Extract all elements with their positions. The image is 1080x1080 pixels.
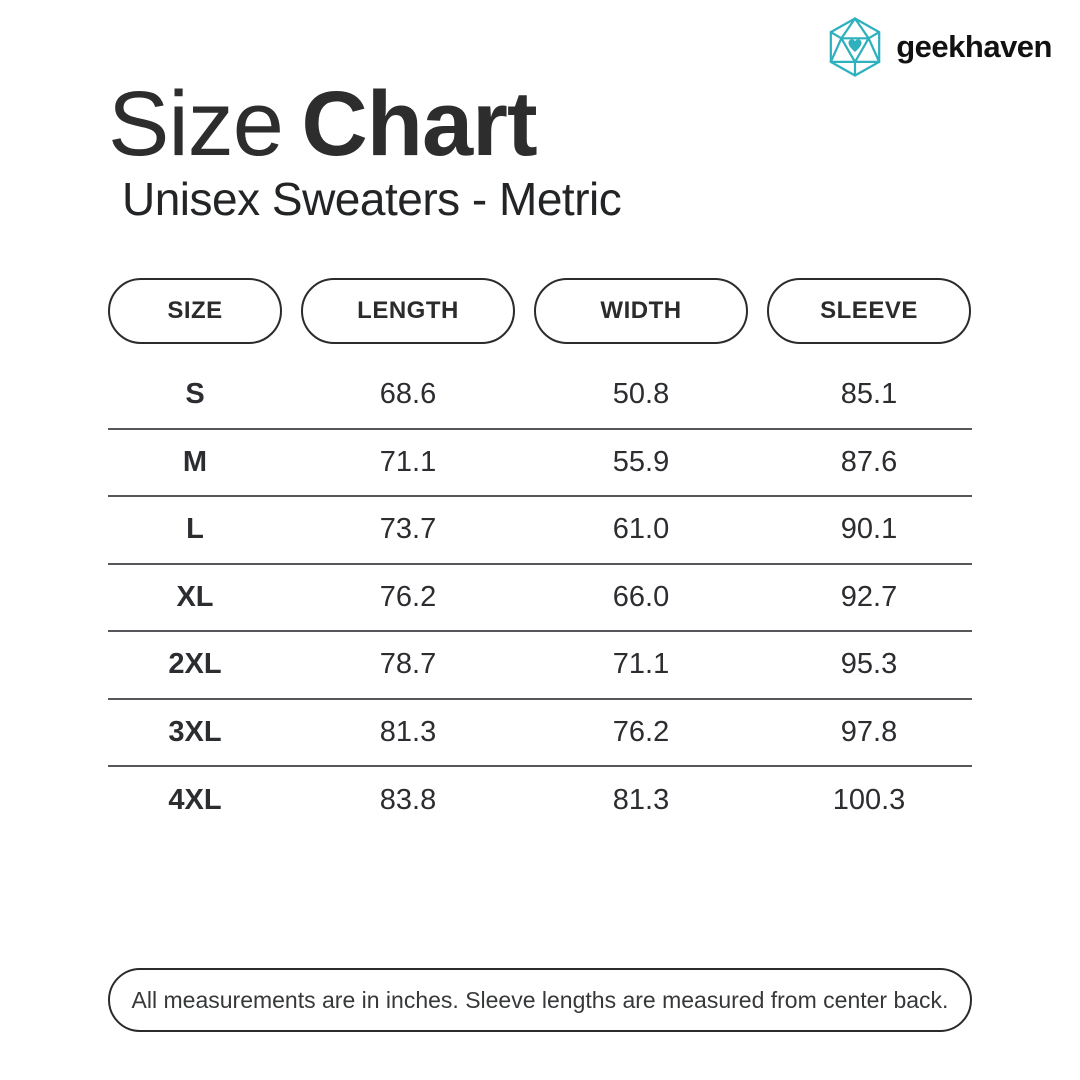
table-row: 2XL 78.7 71.1 95.3 [108, 632, 972, 700]
sleeve-value: 87.6 [840, 445, 898, 478]
page-title-bold: Chart [301, 73, 537, 175]
table-header-row: SIZE LENGTH WIDTH SLEEVE [108, 278, 972, 344]
size-chart-table: SIZE LENGTH WIDTH SLEEVE S 68.6 50.8 85.… [108, 278, 972, 835]
column-header-length: LENGTH [301, 278, 515, 344]
sleeve-value: 90.1 [840, 513, 898, 546]
brand-name: geekhaven [896, 29, 1052, 64]
length-value: 73.7 [379, 513, 437, 546]
width-value: 81.3 [612, 784, 670, 817]
page-title: Size Chart [108, 73, 538, 175]
size-label: M [182, 445, 208, 478]
length-value: 81.3 [379, 715, 437, 748]
brand-logo: geekhaven [824, 16, 1052, 78]
sleeve-value: 92.7 [840, 580, 898, 613]
size-label: 2XL [168, 648, 222, 681]
length-value: 68.6 [379, 378, 437, 411]
table-row: 4XL 83.8 81.3 100.3 [108, 767, 972, 835]
width-value: 76.2 [612, 715, 670, 748]
measurement-note: All measurements are in inches. Sleeve l… [108, 968, 972, 1032]
sleeve-value: 95.3 [840, 648, 898, 681]
width-value: 61.0 [612, 513, 670, 546]
width-value: 66.0 [612, 580, 670, 613]
width-value: 55.9 [612, 445, 670, 478]
length-value: 83.8 [379, 784, 437, 817]
table-row: 3XL 81.3 76.2 97.8 [108, 700, 972, 767]
length-value: 78.7 [379, 648, 437, 681]
size-label: 4XL [168, 784, 222, 817]
width-value: 71.1 [612, 648, 670, 681]
size-label: S [185, 378, 205, 411]
sleeve-value: 97.8 [840, 715, 898, 748]
size-label: 3XL [168, 715, 222, 748]
sleeve-value: 100.3 [832, 784, 906, 817]
table-row: M 71.1 55.9 87.6 [108, 430, 972, 497]
page-title-regular: Size [108, 73, 284, 175]
size-label: XL [176, 580, 214, 613]
page-subtitle: Unisex Sweaters - Metric [122, 173, 622, 225]
size-label: L [186, 513, 204, 546]
measurement-note-text: All measurements are in inches. Sleeve l… [131, 986, 949, 1013]
table-row: S 68.6 50.8 85.1 [108, 362, 972, 430]
column-header-sleeve: SLEEVE [767, 278, 971, 344]
table-row: XL 76.2 66.0 92.7 [108, 565, 972, 632]
column-header-width: WIDTH [534, 278, 748, 344]
table-body: S 68.6 50.8 85.1 M 71.1 55.9 87.6 L 73.7… [108, 362, 972, 835]
table-row: L 73.7 61.0 90.1 [108, 497, 972, 565]
column-header-size: SIZE [108, 278, 282, 344]
length-value: 71.1 [379, 445, 437, 478]
length-value: 76.2 [379, 580, 437, 613]
width-value: 50.8 [612, 378, 670, 411]
d20-heart-icon [829, 17, 881, 77]
sleeve-value: 85.1 [840, 378, 898, 411]
